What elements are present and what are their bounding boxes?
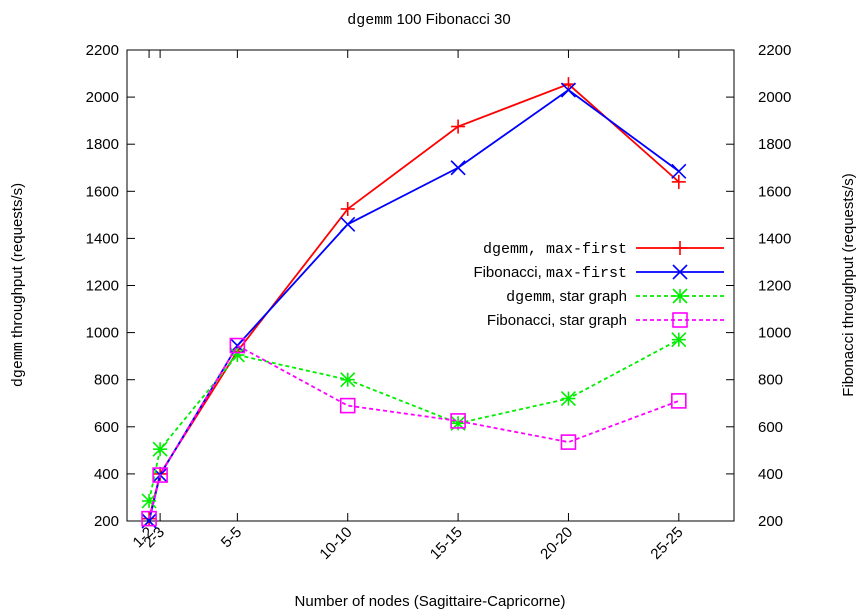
data-point-2 bbox=[141, 493, 157, 509]
y-tick-label-right: 200 bbox=[758, 513, 783, 530]
legend: dgemm, max-first Fibonacci, max-first dg… bbox=[473, 241, 724, 329]
series-line-1 bbox=[148, 88, 680, 522]
legend-marker-3 bbox=[672, 312, 688, 328]
data-point-2 bbox=[229, 347, 245, 363]
y-axis-right: 200 400 600 800 1000 1200 1400 1600 1800 2000 2200 bbox=[726, 42, 791, 530]
data-point-1 bbox=[560, 82, 577, 98]
x-axis-label: Number of nodes (Sagittaire-Capricorne) bbox=[295, 593, 566, 610]
y-tick-label-right: 600 bbox=[758, 419, 783, 436]
y-tick-label-right: 2200 bbox=[758, 42, 791, 59]
y-tick-label-left: 2000 bbox=[86, 89, 119, 106]
plot-frame bbox=[126, 49, 735, 522]
y-tick-label-left: 1800 bbox=[86, 136, 119, 153]
y-tick-label-left: 1400 bbox=[86, 230, 119, 247]
y-axis-left-label: dgemm throughput (requests/s) bbox=[9, 183, 27, 387]
x-axis: 1-22-3 5-5 10-10 15-15 20-20 25-25 bbox=[130, 50, 687, 563]
data-point-2 bbox=[671, 332, 687, 348]
y-tick-label-right: 1400 bbox=[758, 230, 791, 247]
y-tick-label-right: 1200 bbox=[758, 278, 791, 295]
y-tick-label-left: 800 bbox=[94, 372, 119, 389]
data-point-2 bbox=[152, 441, 168, 457]
y-tick-label-left: 600 bbox=[94, 419, 119, 436]
y-tick-label-left: 400 bbox=[94, 466, 119, 483]
data-point-3 bbox=[229, 337, 246, 354]
series-layer bbox=[141, 77, 687, 529]
series-2 bbox=[141, 332, 687, 509]
y-tick-label-left: 200 bbox=[94, 513, 119, 530]
legend-label-dgemm-star-graph: dgemm, star graph bbox=[506, 288, 627, 306]
y-tick-label-right: 1000 bbox=[758, 325, 791, 342]
y-tick-label-left: 2200 bbox=[86, 42, 119, 59]
data-point-3 bbox=[339, 397, 356, 414]
y-tick-label-right: 2000 bbox=[758, 89, 791, 106]
data-point-3 bbox=[152, 467, 168, 483]
chart-title: dgemm 100 Fibonacci 30 bbox=[347, 11, 510, 29]
data-point-2 bbox=[560, 390, 577, 407]
y-axis-right-label: Fibonacci throughput (requests/s) bbox=[840, 173, 857, 396]
y-tick-label-right: 1600 bbox=[758, 183, 791, 200]
y-tick-label-left: 1600 bbox=[86, 183, 119, 200]
data-point-3 bbox=[671, 393, 687, 409]
chart-title-text: 100 Fibonacci 30 bbox=[392, 11, 510, 28]
y-axis-left: 200 400 600 800 1000 1200 1400 1600 1800 2000 2200 bbox=[86, 42, 135, 530]
legend-label-fibonacci-star-graph: Fibonacci, star graph bbox=[487, 312, 627, 329]
y-tick-label-right: 800 bbox=[758, 372, 783, 389]
y-tick-label-right: 400 bbox=[758, 466, 783, 483]
series-3 bbox=[141, 337, 687, 527]
data-point-3 bbox=[560, 434, 577, 450]
data-point-3 bbox=[141, 510, 157, 527]
series-1 bbox=[141, 82, 687, 529]
x-tick-label: 10-10 bbox=[316, 524, 355, 563]
x-tick-label: 25-25 bbox=[647, 524, 686, 563]
y-tick-label-right: 1800 bbox=[758, 136, 791, 153]
data-point-1 bbox=[671, 163, 687, 179]
data-point-1 bbox=[340, 216, 356, 232]
y-tick-label-left: 1200 bbox=[86, 278, 119, 295]
x-tick-label: 15-15 bbox=[427, 524, 466, 563]
chart-title-mono: dgemm bbox=[347, 12, 392, 29]
x-tick-label: 20-20 bbox=[537, 524, 576, 563]
x-tick-label: 5-5 bbox=[218, 524, 245, 551]
series-line-3 bbox=[148, 344, 680, 519]
data-point-2 bbox=[340, 372, 356, 388]
legend-marker-1 bbox=[672, 264, 688, 280]
data-point-1 bbox=[450, 160, 466, 176]
legend-marker-2 bbox=[672, 288, 688, 304]
legend-label-fibonacci-max-first: Fibonacci, max-first bbox=[473, 264, 627, 282]
legend-label-dgemm-max-first: dgemm, max-first bbox=[483, 241, 627, 258]
y-tick-label-left: 1000 bbox=[86, 325, 119, 342]
data-point-3 bbox=[450, 413, 466, 429]
